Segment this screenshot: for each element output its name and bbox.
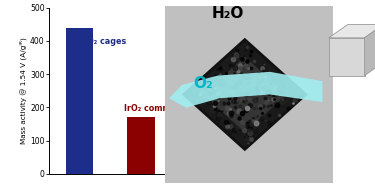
Text: H₂O: H₂O: [212, 6, 244, 21]
Bar: [165, 6, 333, 183]
Polygon shape: [329, 25, 375, 38]
Bar: [329, 38, 364, 76]
Bar: [127, 117, 154, 174]
Polygon shape: [364, 25, 375, 76]
Text: IrO₂ comm.: IrO₂ comm.: [124, 104, 174, 113]
Polygon shape: [190, 45, 299, 144]
Polygon shape: [196, 51, 293, 138]
Text: IrO₂ cages: IrO₂ cages: [80, 37, 126, 46]
Text: O₂: O₂: [193, 76, 213, 91]
Polygon shape: [186, 42, 304, 147]
Bar: [66, 28, 93, 174]
Y-axis label: Mass activity @ 1.54 V (A/gᴵᴿ): Mass activity @ 1.54 V (A/gᴵᴿ): [20, 37, 27, 144]
Polygon shape: [169, 72, 322, 108]
Polygon shape: [203, 57, 287, 132]
Polygon shape: [182, 38, 308, 151]
